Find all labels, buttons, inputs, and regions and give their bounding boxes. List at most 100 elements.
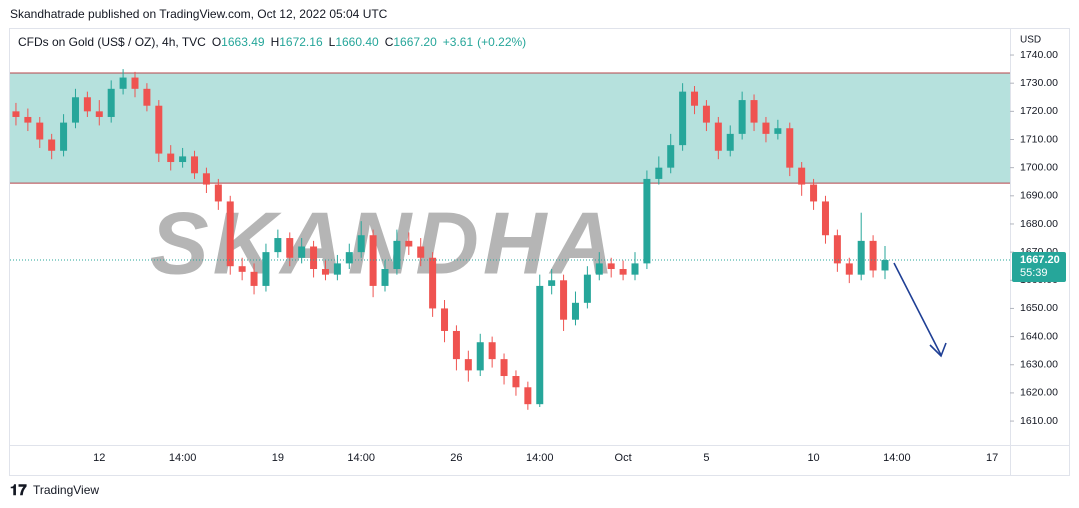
ohlc-value: 1663.49 [221,35,265,49]
candle-body [679,91,687,146]
candle-body [417,246,425,258]
candle-body [24,116,32,123]
frame [9,28,1070,476]
y-tick-label: 1640.00 [1020,330,1058,342]
y-tick-label: 1720.00 [1020,105,1058,117]
x-tick-label: 14:00 [526,452,554,464]
candle-body [262,252,270,286]
candle-body [12,111,20,117]
candle-body [702,105,710,123]
candle-body [655,167,663,179]
candle-body [143,88,151,106]
candle-body [381,269,389,286]
candle-body [583,274,591,303]
candle-body [774,128,782,134]
symbol: CFDs on Gold (US$ / OZ), 4h, TVC [18,35,206,49]
x-tick-label: 26 [450,452,462,464]
background-layer: SKANDHA1610.001620.001630.001640.001650.… [10,49,1058,464]
candle-body [274,238,282,253]
y-tick-label: 1650.00 [1020,302,1058,314]
brand: 𝟏𝟕 TradingView [10,482,99,499]
candle-body [821,201,829,236]
candle-body [667,145,675,168]
candle-body [845,263,853,275]
candle-body [250,271,258,286]
arrow-head [929,342,947,358]
candle-body [571,302,579,320]
candle-body [131,77,139,89]
candle-body [714,122,722,151]
candle-body [357,235,365,253]
x-tick-label: 14:00 [169,452,197,464]
candle-body [464,359,472,371]
y-tick-label: 1610.00 [1020,415,1058,427]
candle-body [393,240,401,270]
y-tick-label: 1730.00 [1020,77,1058,89]
candle-body [691,91,699,106]
candle-body [869,240,877,271]
candle-body [536,285,544,405]
x-tick-label: 5 [703,452,709,464]
candle-body [167,153,175,163]
candle-body [512,376,520,388]
brand-logo: 𝟏𝟕 [10,482,27,499]
candle-body [119,77,127,89]
candle-body [298,246,306,258]
candle-body [321,269,329,275]
candle-body [560,280,568,320]
candle-body [786,128,794,168]
candle-body [36,122,44,140]
candle-body [595,263,603,275]
legend: CFDs on Gold (US$ / OZ), 4h, TVC O1663.49… [18,35,526,49]
candle-body [429,257,437,309]
x-tick-label: 14:00 [347,452,375,464]
candle-body [191,156,199,174]
change-pct: (+0.22%) [477,35,527,49]
x-tick-label: 12 [93,452,105,464]
candle-body [857,240,865,275]
y-tick-label: 1690.00 [1020,190,1058,202]
ohlc-value: 1672.16 [279,35,323,49]
countdown: 55:39 [1020,267,1048,279]
candle-body [810,184,818,202]
candle-body [619,269,627,275]
arrow-shaft [893,262,942,356]
candle-body [631,263,639,275]
candle-body [607,263,615,270]
ohlc-label: H [270,35,280,49]
y-tick-label: 1620.00 [1020,387,1058,399]
candle-body [71,97,79,123]
ohlc-value: 1667.20 [393,35,437,49]
candle-body [726,133,734,151]
last-price-label: 1667.20 [1020,254,1060,266]
y-tick-label: 1710.00 [1020,133,1058,145]
x-tick-label: 19 [272,452,284,464]
candle-body [452,330,460,360]
candle-body [476,342,484,371]
candle-body [107,88,115,117]
projection-arrow [893,262,947,358]
x-tick-label: 17 [986,452,998,464]
y-tick-label: 1630.00 [1020,359,1058,371]
candle-body [798,167,806,185]
candle-body [202,173,210,185]
zone [10,73,1010,184]
candle-body [441,308,449,331]
x-tick-label: Oct [615,452,632,464]
y-tick-label: 1740.00 [1020,49,1058,61]
candle-body [500,359,508,377]
candle-body [226,201,234,267]
y-tick-label: 1680.00 [1020,218,1058,230]
axis-unit: USD [1020,35,1041,46]
publish-note: Skandhatrade published on TradingView.co… [10,7,388,21]
candle-body [488,342,496,360]
candle-body [750,100,758,123]
x-tick-label: 10 [807,452,819,464]
candle-body [881,260,889,271]
candle-body [83,97,91,112]
y-tick-label: 1700.00 [1020,161,1058,173]
candle-body [238,266,246,272]
